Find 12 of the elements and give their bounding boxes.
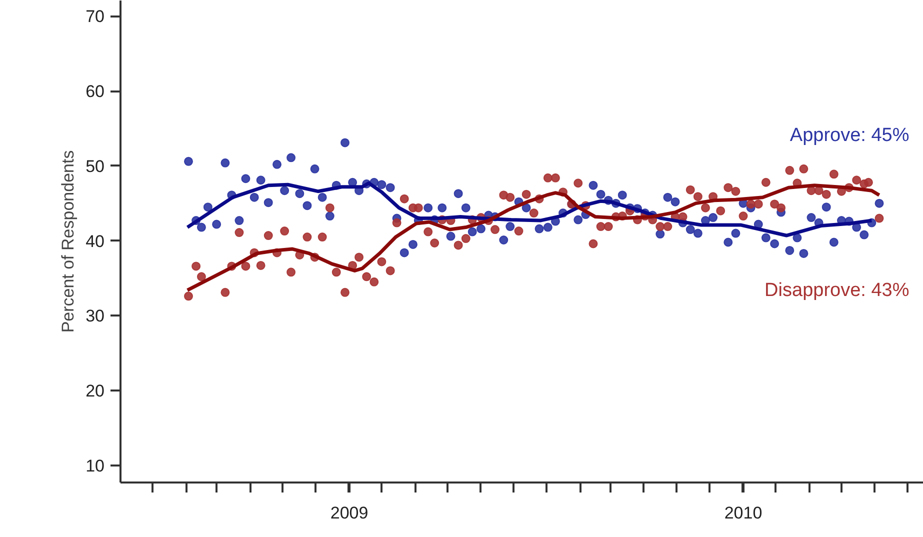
y-tick-label: 40 [86, 232, 105, 251]
y-tick-label: 70 [86, 7, 105, 26]
y-tick-label: 50 [86, 156, 105, 176]
y-tick-label: 30 [86, 306, 105, 326]
y-tick-label: 10 [86, 456, 105, 476]
y-tick-label: 60 [86, 82, 105, 102]
text: Disapprove: 43% [764, 280, 910, 301]
x-tick-label: 2010 [724, 504, 762, 522]
y-tick-label: 20 [86, 381, 105, 400]
y-axis-title: Percent of Respondents [58, 150, 78, 333]
x-tick-label: 2009 [330, 504, 368, 522]
text: Approve: 45% [790, 124, 910, 146]
